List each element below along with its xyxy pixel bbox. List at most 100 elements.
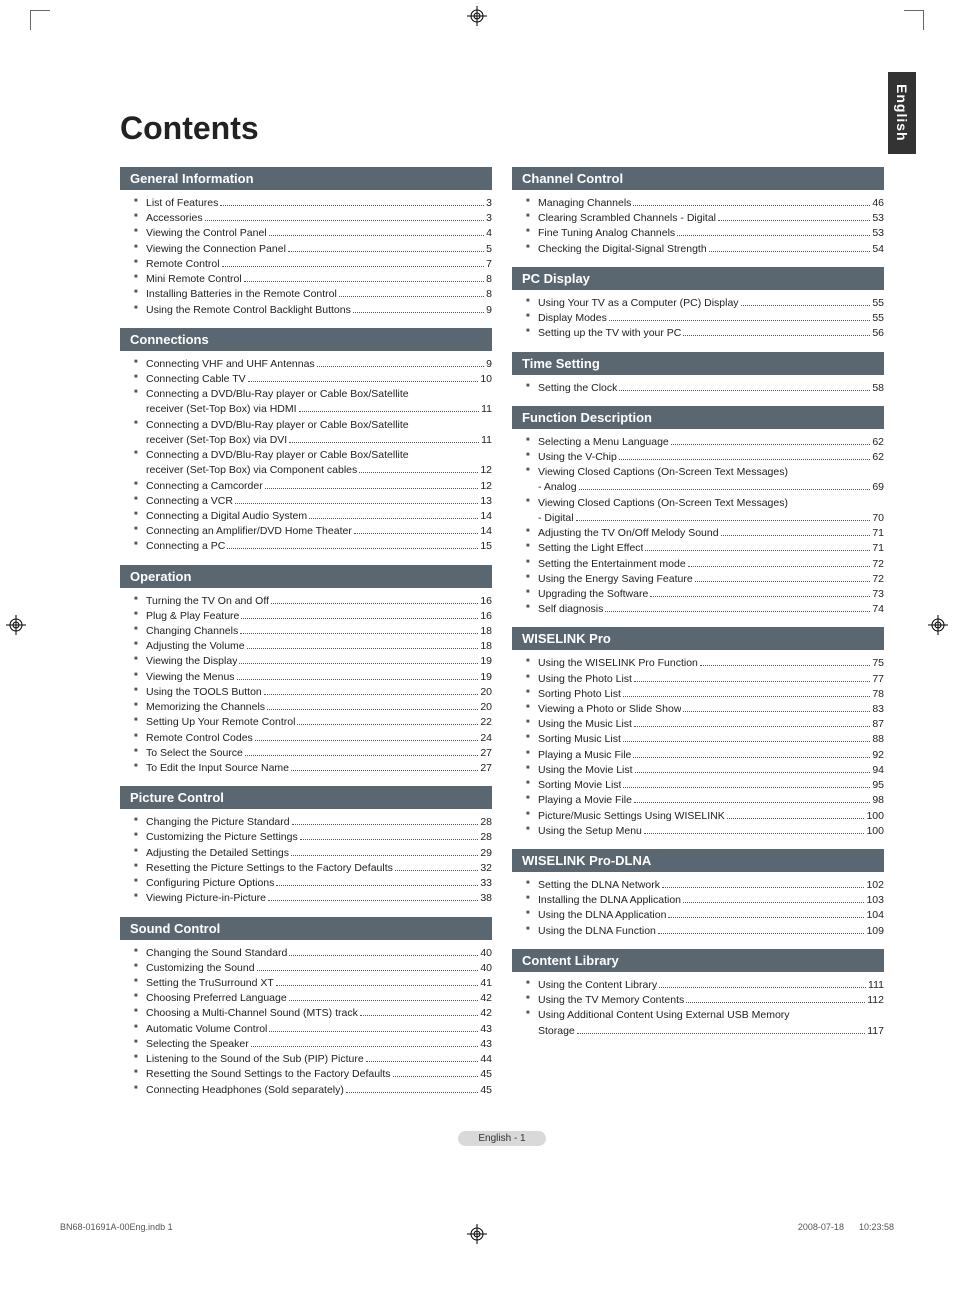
toc-entry-label: Choosing a Multi-Channel Sound (MTS) tra…: [146, 1006, 358, 1021]
toc-entry: Picture/Music Settings Using WISELINK100: [526, 809, 884, 824]
toc-entry-label: Connecting VHF and UHF Antennas: [146, 357, 315, 372]
toc-entry: Connecting VHF and UHF Antennas 9: [134, 357, 492, 372]
toc-entry-label: Memorizing the Channels: [146, 700, 265, 715]
toc-entry: Connecting a Digital Audio System14: [134, 509, 492, 524]
toc-entry-label: Using the Content Library: [538, 978, 657, 993]
toc-entry-page: 33: [480, 876, 492, 891]
toc-entry-page: 58: [872, 381, 884, 396]
toc-entry: Using the Movie List94: [526, 763, 884, 778]
toc-entry: Customizing the Sound40: [134, 961, 492, 976]
toc-entry-label: Connecting a DVD/Blu-Ray player or Cable…: [146, 418, 492, 433]
toc-entry-page: 43: [480, 1022, 492, 1037]
toc-entry-label: Setting the Light Effect: [538, 541, 643, 556]
toc-entry-page: 45: [480, 1067, 492, 1082]
toc-entry-label: Adjusting the Volume: [146, 639, 245, 654]
toc-entry: Display Modes55: [526, 311, 884, 326]
toc-entry-page: 95: [872, 778, 884, 793]
toc-entry-label: Using the TV Memory Contents: [538, 993, 684, 1008]
toc-entry: Automatic Volume Control43: [134, 1022, 492, 1037]
toc-entry: To Edit the Input Source Name27: [134, 761, 492, 776]
toc-entry: Using the V-Chip62: [526, 450, 884, 465]
toc-entry-label: Self diagnosis: [538, 602, 603, 617]
toc-entry: Using the Music List87: [526, 717, 884, 732]
print-timestamp: 2008-07-18 10:23:58: [798, 1222, 894, 1232]
toc-entry-label: Connecting a DVD/Blu-Ray player or Cable…: [146, 387, 492, 402]
toc-entry-label: Changing Channels: [146, 624, 238, 639]
toc-entry: Using the Content Library111: [526, 978, 884, 993]
toc-entry-label: Selecting a Menu Language: [538, 435, 669, 450]
toc-entry-page: 9: [486, 357, 492, 372]
toc-entry-label: Setting the Clock: [538, 381, 617, 396]
toc-entry: Checking the Digital-Signal Strength54: [526, 242, 884, 257]
section-header: PC Display: [512, 267, 884, 290]
toc-list: List of Features3Accessories3Viewing the…: [120, 196, 492, 318]
toc-entry: Connecting a Camcorder12: [134, 479, 492, 494]
toc-right-column: Channel ControlManaging Channels46Cleari…: [512, 157, 884, 1098]
toc-entry-label: Remote Control: [146, 257, 220, 272]
toc-entry: Setting the TruSurround XT41: [134, 976, 492, 991]
toc-entry-label: Choosing Preferred Language: [146, 991, 287, 1006]
toc-entry-label: Using the Movie List: [538, 763, 633, 778]
toc-entry-label: Picture/Music Settings Using WISELINK: [538, 809, 725, 824]
toc-entry-label: List of Features: [146, 196, 218, 211]
toc-entry-page: 62: [872, 450, 884, 465]
toc-entry-label: Sorting Photo List: [538, 687, 621, 702]
toc-entry: Remote Control7: [134, 257, 492, 272]
toc-entry: Using Additional Content Using External …: [526, 1008, 884, 1038]
toc-entry-label-line2: receiver (Set-Top Box) via HDMI: [146, 402, 297, 417]
toc-entry-label: Setting Up Your Remote Control: [146, 715, 295, 730]
toc-entry-label: Remote Control Codes: [146, 731, 253, 746]
toc-entry-page: 71: [872, 541, 884, 556]
toc-entry-page: 29: [480, 846, 492, 861]
toc-entry-label: Adjusting the Detailed Settings: [146, 846, 289, 861]
toc-entry: Sorting Music List88: [526, 732, 884, 747]
toc-entry: Using the TOOLS Button 20: [134, 685, 492, 700]
toc-entry-label: Viewing a Photo or Slide Show: [538, 702, 681, 717]
toc-entry-label: Using the TOOLS Button: [146, 685, 262, 700]
toc-entry-page: 92: [872, 748, 884, 763]
toc-entry-label: Setting up the TV with your PC: [538, 326, 681, 341]
toc-entry: Connecting Cable TV10: [134, 372, 492, 387]
toc-entry-label-line2: receiver (Set-Top Box) via Component cab…: [146, 463, 357, 478]
toc-list: Managing Channels46Clearing Scrambled Ch…: [512, 196, 884, 257]
toc-entry-page: 98: [872, 793, 884, 808]
toc-entry-page: 19: [480, 654, 492, 669]
toc-entry-page: 19: [480, 670, 492, 685]
toc-entry-page: 104: [866, 908, 884, 923]
toc-entry-label: Upgrading the Software: [538, 587, 648, 602]
toc-entry-label-line2: Storage: [538, 1024, 575, 1039]
toc-entry-label: Using Your TV as a Computer (PC) Display: [538, 296, 739, 311]
toc-entry-page: 112: [867, 993, 884, 1008]
toc-entry-page: 24: [480, 731, 492, 746]
toc-entry-label: Checking the Digital-Signal Strength: [538, 242, 707, 257]
toc-entry-page: 70: [872, 511, 884, 526]
toc-entry-page: 8: [486, 272, 492, 287]
toc-list: Setting the Clock 58: [512, 381, 884, 396]
toc-list: Changing the Picture Standard28Customizi…: [120, 815, 492, 906]
toc-entry: Using the Photo List77: [526, 672, 884, 687]
toc-entry-label: Viewing the Connection Panel: [146, 242, 286, 257]
toc-entry: Connecting a DVD/Blu-Ray player or Cable…: [134, 418, 492, 448]
toc-entry-label: Selecting the Speaker: [146, 1037, 249, 1052]
toc-entry-label: Connecting a DVD/Blu-Ray player or Cable…: [146, 448, 492, 463]
toc-entry: Memorizing the Channels20: [134, 700, 492, 715]
toc-entry-label: To Select the Source: [146, 746, 243, 761]
toc-entry-label: Playing a Movie File: [538, 793, 632, 808]
toc-entry-page: 43: [480, 1037, 492, 1052]
page-title: Contents: [120, 110, 884, 147]
toc-entry: Plug & Play Feature16: [134, 609, 492, 624]
toc-entry: Viewing the Connection Panel 5: [134, 242, 492, 257]
toc-entry: Connecting a PC15: [134, 539, 492, 554]
toc-entry-page: 5: [486, 242, 492, 257]
toc-entry-page: 87: [872, 717, 884, 732]
toc-entry-page: 10: [480, 372, 492, 387]
toc-entry: Mini Remote Control8: [134, 272, 492, 287]
toc-entry-page: 16: [480, 609, 492, 624]
toc-entry-page: 20: [480, 685, 492, 700]
toc-entry-label: Viewing Picture-in-Picture: [146, 891, 266, 906]
toc-entry-label: Connecting an Amplifier/DVD Home Theater: [146, 524, 352, 539]
toc-entry: Connecting an Amplifier/DVD Home Theater…: [134, 524, 492, 539]
toc-entry-label: Adjusting the TV On/Off Melody Sound: [538, 526, 719, 541]
toc-entry-page: 12: [480, 463, 492, 478]
toc-entry-label: Resetting the Sound Settings to the Fact…: [146, 1067, 391, 1082]
